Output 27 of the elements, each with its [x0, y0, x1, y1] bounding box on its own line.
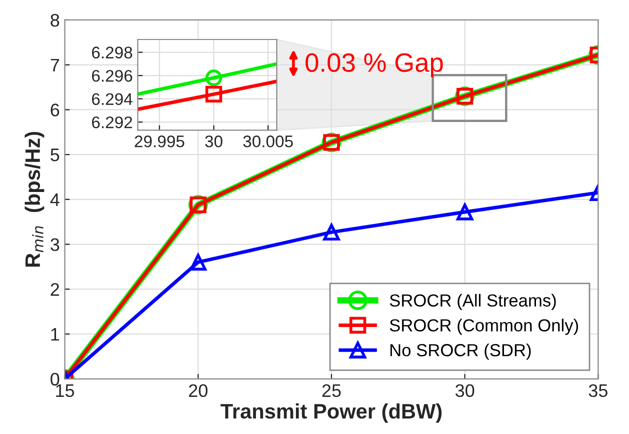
x-tick-label: 30: [205, 136, 222, 148]
y-tick-label: 6.292: [92, 116, 132, 128]
x-tick-label: 30.005: [243, 136, 293, 148]
y-tick-label: 6.298: [92, 46, 132, 58]
x-tick-label: 30: [455, 384, 474, 398]
y-tick-label: 2: [50, 283, 60, 296]
x-tick-label: 20: [189, 384, 208, 398]
legend-label: SROCR (Common Only): [390, 318, 578, 335]
annotation: 0.03 % Gap: [306, 53, 443, 78]
x-tick-label: 15: [56, 384, 74, 398]
y-axis-title: R$_{min}$ (bps/Hz): [24, 132, 44, 267]
y-tick-label: 6.294: [92, 93, 132, 106]
y-tick-label: 4: [50, 194, 60, 206]
y-tick-label: 6.296: [92, 70, 132, 82]
x-tick-label: 35: [588, 384, 608, 398]
y-tick-label: 7: [50, 58, 60, 72]
legend-label: SROCR (All Streams): [390, 294, 556, 310]
x-tick-label: 25: [322, 384, 341, 398]
y-tick-label: 8: [50, 14, 60, 27]
y-tick-label: 6: [50, 104, 60, 116]
y-tick-label: 5: [50, 148, 60, 162]
x-axis-title: Transmit Power (dBW): [220, 403, 442, 423]
y-tick-label: 1: [51, 328, 60, 341]
y-tick-label: 0: [50, 372, 60, 386]
x-tick-label: 29.995: [134, 136, 184, 148]
legend-label: No SROCR (SDR): [390, 344, 531, 360]
y-tick-label: 3: [50, 238, 60, 252]
